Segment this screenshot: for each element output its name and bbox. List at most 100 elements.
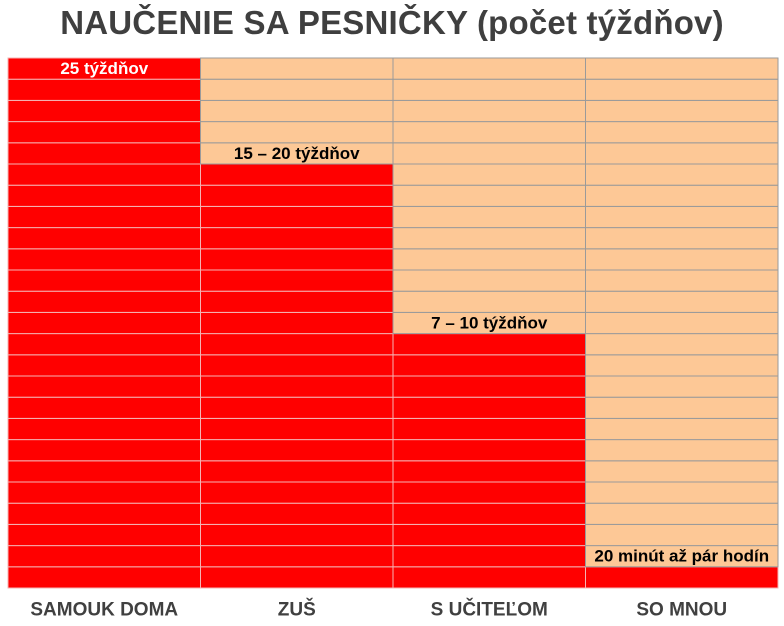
- cell-3-1: [392, 566, 586, 589]
- cell-4-24: [585, 78, 779, 101]
- cell-3-12: [392, 333, 586, 356]
- cell-1-11: [7, 354, 201, 377]
- cell-2-10: [200, 375, 394, 398]
- cell-2-22: [200, 121, 394, 144]
- cell-4-13: [585, 311, 779, 335]
- data-label-2: 15 – 20 týždňov: [234, 144, 360, 163]
- cell-4-23: [585, 99, 779, 123]
- chart-title: NAUČENIE SA PESNIČKY (počet týždňov): [60, 4, 724, 41]
- cell-3-24: [392, 78, 586, 101]
- cell-2-24: [200, 78, 394, 101]
- cell-1-16: [7, 248, 201, 271]
- category-label-2: ZUŠ: [278, 599, 316, 621]
- cell-1-22: [7, 121, 201, 144]
- cell-1-6: [7, 460, 201, 483]
- cell-4-18: [585, 205, 779, 229]
- cell-3-2: [392, 545, 586, 568]
- category-label-4: SO MNOU: [636, 600, 727, 621]
- cell-2-12: [200, 333, 394, 356]
- cell-1-13: [7, 311, 201, 335]
- cell-3-18: [392, 205, 586, 229]
- data-label-4: 20 minút až pár hodín: [594, 547, 769, 566]
- cell-4-17: [585, 227, 779, 250]
- cell-1-21: [7, 142, 201, 165]
- cell-3-8: [392, 417, 586, 441]
- cell-4-12: [585, 333, 779, 356]
- cell-4-4: [585, 502, 779, 525]
- cell-2-7: [200, 439, 394, 462]
- cell-4-5: [585, 481, 779, 504]
- cell-2-2: [200, 545, 394, 568]
- cell-1-10: [7, 375, 201, 398]
- cell-3-15: [392, 269, 586, 292]
- cell-1-23: [7, 99, 201, 123]
- cell-1-8: [7, 417, 201, 441]
- cell-3-11: [392, 354, 586, 377]
- cell-1-19: [7, 184, 201, 207]
- cell-2-11: [200, 354, 394, 377]
- cell-2-1: [200, 566, 394, 589]
- cell-2-4: [200, 502, 394, 525]
- cell-3-22: [392, 121, 586, 144]
- cell-2-8: [200, 417, 394, 441]
- cell-2-17: [200, 227, 394, 250]
- cell-4-19: [585, 184, 779, 207]
- cell-1-4: [7, 502, 201, 525]
- cell-1-5: [7, 481, 201, 504]
- cell-3-17: [392, 227, 586, 250]
- cell-4-1: [585, 566, 779, 589]
- cell-1-7: [7, 439, 201, 462]
- cell-2-6: [200, 460, 394, 483]
- cell-3-14: [392, 290, 586, 313]
- category-label-1: SAMOUK DOMA: [30, 600, 178, 621]
- cell-2-20: [200, 163, 394, 186]
- cell-3-5: [392, 481, 586, 504]
- cell-1-20: [7, 163, 201, 186]
- cell-4-16: [585, 248, 779, 271]
- cell-2-18: [200, 205, 394, 229]
- cell-1-2: [7, 545, 201, 568]
- cell-4-20: [585, 163, 779, 186]
- cell-3-6: [392, 460, 586, 483]
- data-label-1: 25 týždňov: [60, 59, 148, 78]
- cell-4-21: [585, 142, 779, 165]
- cell-4-3: [585, 523, 779, 547]
- cell-2-13: [200, 311, 394, 335]
- cell-3-23: [392, 99, 586, 123]
- cell-3-10: [392, 375, 586, 398]
- cell-4-14: [585, 290, 779, 313]
- cell-3-7: [392, 439, 586, 462]
- cell-4-11: [585, 354, 779, 377]
- cell-1-18: [7, 205, 201, 229]
- cell-3-16: [392, 248, 586, 271]
- cell-4-6: [585, 460, 779, 483]
- cell-2-19: [200, 184, 394, 207]
- cell-3-19: [392, 184, 586, 207]
- cell-1-14: [7, 290, 201, 313]
- category-label-3: S UČITEĽOM: [431, 599, 548, 621]
- cell-2-16: [200, 248, 394, 271]
- cell-4-7: [585, 439, 779, 462]
- cell-2-15: [200, 269, 394, 292]
- cell-3-9: [392, 396, 586, 419]
- data-label-3: 7 – 10 týždňov: [431, 314, 548, 333]
- cell-1-24: [7, 78, 201, 101]
- cell-1-1: [7, 566, 201, 589]
- cell-2-9: [200, 396, 394, 419]
- cell-4-9: [585, 396, 779, 419]
- cell-4-15: [585, 269, 779, 292]
- cell-2-23: [200, 99, 394, 123]
- cell-4-8: [585, 417, 779, 441]
- cell-3-4: [392, 502, 586, 525]
- cell-1-15: [7, 269, 201, 292]
- cell-1-12: [7, 333, 201, 356]
- cell-3-20: [392, 163, 586, 186]
- cell-2-25: [200, 57, 394, 80]
- cell-4-25: [585, 57, 779, 80]
- cell-3-25: [392, 57, 586, 80]
- cell-4-10: [585, 375, 779, 398]
- cell-1-3: [7, 523, 201, 547]
- cell-1-9: [7, 396, 201, 419]
- cell-2-3: [200, 523, 394, 547]
